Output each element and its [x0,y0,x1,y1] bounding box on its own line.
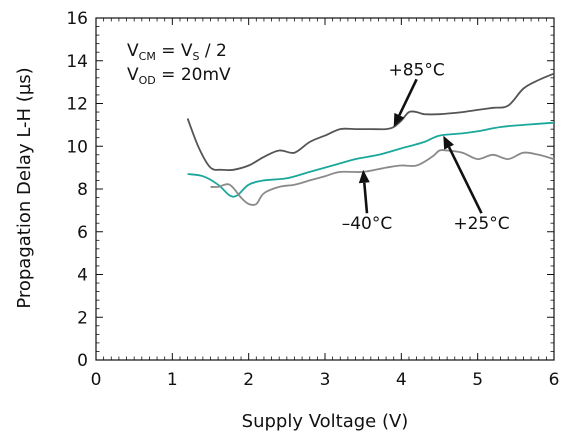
vod-main: V [127,65,139,85]
vcm-sub2: S [193,50,200,63]
vcm-tail: / 2 [199,41,226,61]
y-tick-label: 16 [66,9,88,29]
annotations: +85°C +25°C –40°C [335,57,513,236]
vod-sub: OD [139,74,156,87]
vcm-sub: CM [139,50,156,63]
x-tick-label: 5 [472,370,483,390]
series-line-plus85C [186,72,555,172]
annotation-arrow-line [447,146,483,214]
vcm-main: V [127,41,139,61]
annotation-label: +25°C [453,214,509,234]
series-line-plus25C [187,121,555,198]
annotation-label: –40°C [342,214,393,234]
y-tick-label: 8 [77,180,88,200]
annotation-background [385,57,448,82]
x-tick-label: 6 [549,370,560,390]
vcm-eq: = V [156,41,193,61]
y-tick-label: 6 [77,223,88,243]
y-axis-title: Propagation Delay L-H (µs) [14,67,35,308]
x-tick-label: 0 [91,370,102,390]
annotation-background [450,211,513,236]
x-tick-label: 1 [167,370,178,390]
x-tick-label: 4 [396,370,407,390]
annotation-arrow-line [363,182,369,214]
x-tick-label: 2 [243,370,254,390]
y-tick-label: 14 [66,52,88,72]
y-tick-label: 2 [77,308,88,328]
y-tick-label: 10 [66,137,88,157]
annotation-label: +85°C [388,60,444,80]
x-axis-ticks: 0 1 2 3 4 5 6 [91,18,560,390]
y-axis-ticks: 0 2 4 6 8 10 12 14 16 [66,9,554,371]
y-tick-label: 12 [66,95,88,115]
x-tick-label: 3 [320,370,331,390]
annotation-arrow-head [443,135,454,150]
series-line-minus40C [210,149,555,206]
annotation-arrow-head [358,169,370,184]
y-tick-label: 0 [77,351,88,371]
condition-vod: VOD = 20mV [127,65,231,87]
y-tick-label: 4 [77,266,88,286]
condition-vcm: VCM = VS / 2 [127,41,227,63]
vod-tail: = 20mV [156,65,231,85]
annotation-background [335,211,398,236]
annotation-arrow-head [393,112,405,128]
x-axis-title: Supply Voltage (V) [242,411,409,432]
annotation-arrow-line [398,78,418,116]
series-lines [186,72,555,206]
